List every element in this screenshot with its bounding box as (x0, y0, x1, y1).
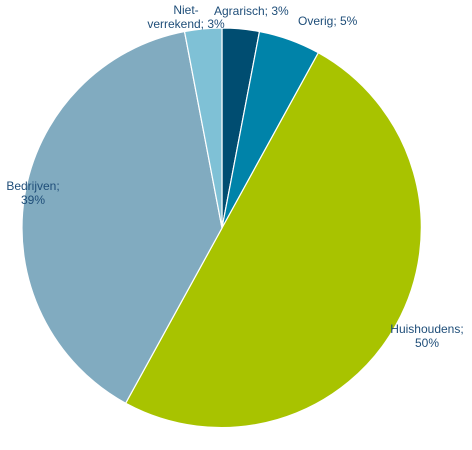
pie-label-agrarisch: Agrarisch; 3% (214, 4, 289, 18)
pie-label-huishoudens: Huishoudens; 50% (390, 322, 463, 350)
pie-slice-bedrijven (21, 30, 223, 405)
pie-label-niet-verrekend: Niet-verrekend; 3% (147, 3, 225, 31)
pie-slices (21, 27, 422, 429)
pie-label-overig: Overig; 5% (298, 14, 358, 28)
pie-slice-niet-verrekend (183, 27, 223, 229)
pie-slice-huishoudens (124, 51, 422, 429)
pie-labels: Agrarisch; 3% Overig; 5% Huishoudens; 50% Be… (6, 3, 463, 350)
pie-label-bedrijven: Bedrijven; 39% (6, 179, 59, 207)
